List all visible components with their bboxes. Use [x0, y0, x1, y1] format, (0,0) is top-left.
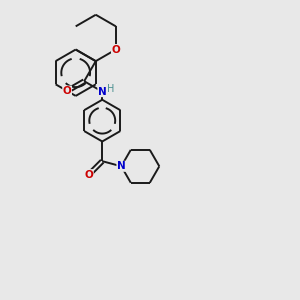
Text: N: N — [117, 161, 126, 171]
Text: O: O — [63, 86, 71, 96]
Text: O: O — [84, 169, 93, 180]
Text: H: H — [107, 84, 114, 94]
Text: O: O — [112, 44, 120, 55]
Text: N: N — [98, 87, 106, 97]
